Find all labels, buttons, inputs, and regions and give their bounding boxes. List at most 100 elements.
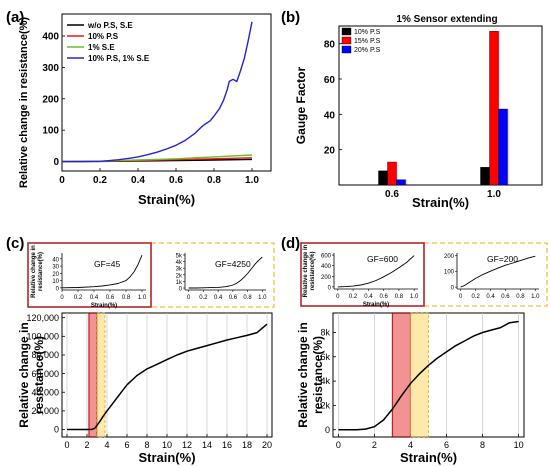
a-y-tick-label: 0	[53, 157, 59, 168]
c-x-tick-label: 20	[262, 440, 272, 450]
d-inset1-y-axis-title-line1: Relative change in	[303, 244, 309, 297]
b-legend-label: 20% P.S	[354, 47, 381, 54]
d-y-axis-title-line2: resistance(%)	[311, 336, 325, 414]
b-legend-swatch	[341, 36, 352, 45]
c-inset2-x-tick-label: 1.0	[258, 295, 267, 301]
c-x-tick-label: 2	[84, 440, 89, 450]
d-y-axis-title-line1: Relative change in	[296, 322, 310, 427]
d-inset-frame-red	[300, 242, 425, 307]
c-x-tick-label: 10	[162, 440, 172, 450]
c-inset1-y-tick-label: 30	[52, 265, 59, 271]
b-y-tick-label: 60	[324, 75, 336, 86]
a-x-tick-label: 0	[59, 175, 65, 186]
c-inset1-y-axis-title-line2: resistance(%)	[38, 252, 44, 291]
b-y-tick-label: 80	[324, 40, 336, 51]
d-inset2-x-tick-label: 0.6	[501, 294, 510, 300]
d-inset1-x-tick-label: 0.2	[349, 294, 358, 300]
b-y-tick-label: 40	[324, 110, 336, 121]
d-y-tick-label: 2k	[320, 401, 330, 411]
c-y-tick-label: 60,000	[31, 369, 59, 379]
c-x-tick-label: 18	[242, 440, 252, 450]
c-inset2-y-tick-label: 2k	[176, 273, 183, 279]
d-x-tick-label: 10	[514, 440, 524, 450]
c-inset-frame-red	[27, 242, 152, 308]
d-x-tick-label: 0	[336, 440, 341, 450]
b-bar	[387, 161, 397, 186]
b-bar	[396, 179, 406, 186]
b-chart-title: 1% Sensor extending	[396, 14, 497, 25]
a-x-axis-title: Strain(%)	[138, 192, 195, 207]
d-inset1-y-tick-label: 600	[321, 254, 332, 260]
b-plot-frame	[338, 25, 543, 186]
d-inset2-y-tick-label: 100	[444, 270, 455, 276]
panel-label-b: (b)	[281, 9, 300, 26]
a-x-tick-label: 1.0	[245, 175, 259, 186]
b-y-axis-title: Gauge Factor	[294, 67, 308, 145]
d-x-tick-label: 4	[408, 440, 413, 450]
d-inset1-y-axis-title-line2: resistance(%)	[310, 251, 316, 290]
c-y-tick-label: 120,000	[26, 313, 59, 323]
a-y-tick-label: 300	[42, 63, 59, 74]
d-inset1-y-tick-label: 400	[321, 264, 332, 270]
a-y-tick-label: 200	[42, 94, 59, 105]
c-inset2-y-tick-label: 5k	[176, 253, 183, 259]
d-inset1-x-axis-title: Strain(%)	[363, 302, 389, 308]
d-highlight-yellow-overlay	[409, 312, 430, 438]
c-inset2-series-line	[188, 256, 263, 289]
c-x-axis-title: Strain(%)	[138, 450, 195, 465]
c-inset1-gf-annotation: GF=45	[94, 259, 120, 269]
b-legend-swatch	[341, 45, 352, 54]
d-y-tick-label: 4k	[320, 376, 330, 386]
c-inset1-x-tick-label: 0.6	[106, 295, 115, 301]
c-inset1-series-line	[61, 255, 143, 289]
d-highlight-red-overlay	[391, 312, 412, 438]
d-inset1-x-tick-label: 0.8	[395, 294, 404, 300]
d-inset2-x-tick-label: 1.0	[531, 294, 540, 300]
a-x-tick-label: 0.2	[93, 175, 107, 186]
c-inset2-x-tick-label: 0	[187, 295, 191, 301]
a-y-axis-title: Relative change in resistance(%)	[18, 17, 30, 189]
d-inset2-x-tick-label: 0	[459, 294, 463, 300]
d-main-series-line	[338, 320, 519, 431]
d-inset1-x-tick-label: 0	[336, 294, 340, 300]
b-legend-swatch	[341, 27, 352, 36]
a-y-tick-label: 100	[42, 126, 59, 137]
d-inset1-x-tick-label: 0.6	[379, 294, 388, 300]
b-bar	[378, 170, 388, 186]
c-inset2-x-tick-label: 0.4	[214, 295, 223, 301]
a-series-line-3	[62, 21, 253, 163]
a-legend-label: 10% P.S	[88, 32, 119, 41]
b-x-tick-label: 0.6	[385, 189, 399, 200]
c-y-tick-label: 40,000	[31, 387, 59, 397]
c-y-tick-label: 20,000	[31, 406, 59, 416]
c-x-tick-label: 6	[124, 440, 129, 450]
b-legend-label: 15% P.S	[354, 38, 381, 45]
c-inset-frame-yellow	[150, 242, 275, 308]
c-inset1-y-tick-label: 20	[52, 272, 59, 278]
d-x-tick-label: 2	[372, 440, 377, 450]
c-inset2-x-tick-label: 0.8	[243, 295, 252, 301]
c-inset1-x-tick-label: 0.8	[122, 295, 131, 301]
c-y-axis-title-line2: resistance(%)	[32, 336, 46, 414]
d-inset2-y-tick-label: 200	[444, 254, 455, 260]
d-inset1-series-line	[337, 255, 415, 288]
d-x-tick-label: 8	[480, 440, 485, 450]
a-x-tick-label: 0.6	[169, 175, 183, 186]
d-y-tick-label: 6k	[320, 352, 330, 362]
c-x-tick-label: 0	[64, 440, 69, 450]
d-inset1-gf-annotation: GF=600	[367, 254, 398, 264]
d-inset2-series-line	[460, 255, 536, 288]
b-bar	[498, 108, 508, 186]
c-highlight-yellow-overlay	[96, 312, 106, 438]
c-y-tick-label: 100,000	[26, 331, 59, 341]
a-x-tick-label: 0.8	[207, 175, 221, 186]
c-inset1-x-tick-label: 0.2	[74, 295, 83, 301]
c-y-tick-label: 80,000	[31, 350, 59, 360]
c-y-axis-title-line1: Relative change in	[17, 322, 31, 427]
c-inset2-gf-annotation: GF=4250	[215, 259, 251, 269]
panel-label-c: (c)	[6, 235, 24, 252]
c-inset1-y-tick-label: 40	[52, 257, 59, 263]
a-legend-label: 1% S.E	[88, 43, 115, 52]
c-highlight-red-overlay	[88, 312, 98, 438]
